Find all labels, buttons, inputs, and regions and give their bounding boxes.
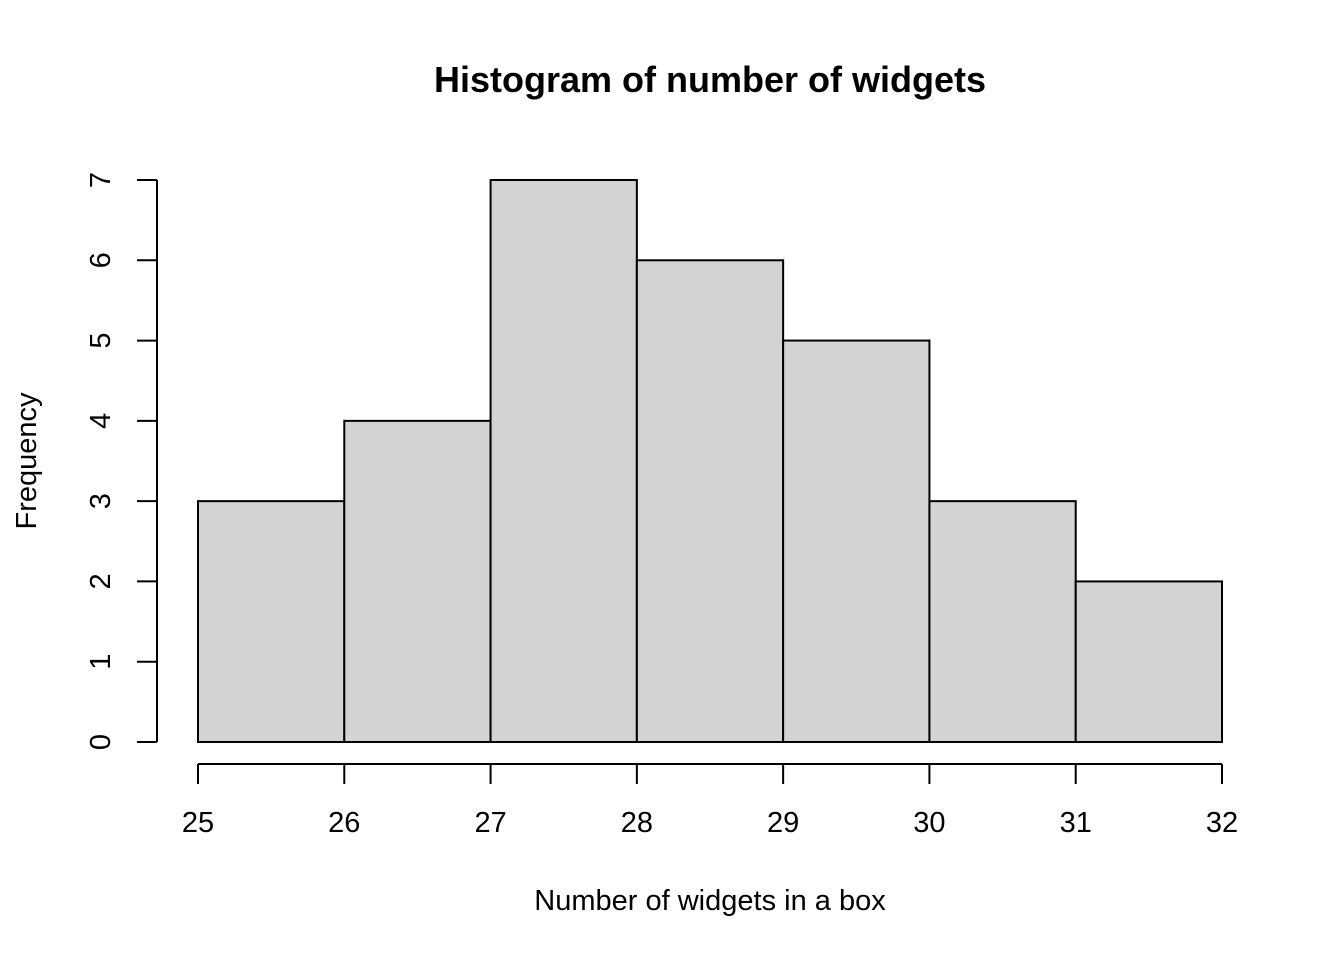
x-tick-label: 26 (328, 807, 360, 839)
histogram-bar (343, 419, 492, 743)
x-tick-label: 29 (767, 807, 799, 839)
y-axis: 0 1 2 3 4 5 6 7 (85, 172, 158, 750)
histogram-bar (489, 179, 638, 743)
y-tick-label: 6 (85, 252, 117, 268)
histogram-bar (635, 259, 785, 743)
x-axis: 25 26 27 28 29 30 31 32 (182, 763, 1238, 839)
y-tick-label: 3 (85, 493, 117, 509)
y-tick-label: 5 (85, 333, 117, 349)
histogram-bar (782, 339, 931, 743)
x-tick-label: 25 (182, 807, 214, 839)
bars-group (197, 179, 1223, 744)
x-tick-label: 27 (474, 807, 506, 839)
y-tick-label: 7 (85, 172, 117, 188)
x-axis-label: Number of widgets in a box (534, 885, 886, 917)
y-tick-label: 1 (85, 654, 117, 670)
histogram-bar (1074, 580, 1223, 744)
x-tick-label: 32 (1206, 807, 1238, 839)
histogram-bar (197, 500, 346, 743)
y-tick-label: 2 (85, 573, 117, 589)
x-tick-label: 28 (621, 807, 653, 839)
chart-title: Histogram of number of widgets (434, 59, 986, 100)
y-tick-label: 0 (85, 734, 117, 750)
x-tick-label: 30 (913, 807, 945, 839)
y-axis-label: Frequency (11, 392, 43, 530)
y-tick-label: 4 (85, 413, 117, 429)
histogram-bar (928, 500, 1077, 743)
x-tick-label: 31 (1060, 807, 1092, 839)
